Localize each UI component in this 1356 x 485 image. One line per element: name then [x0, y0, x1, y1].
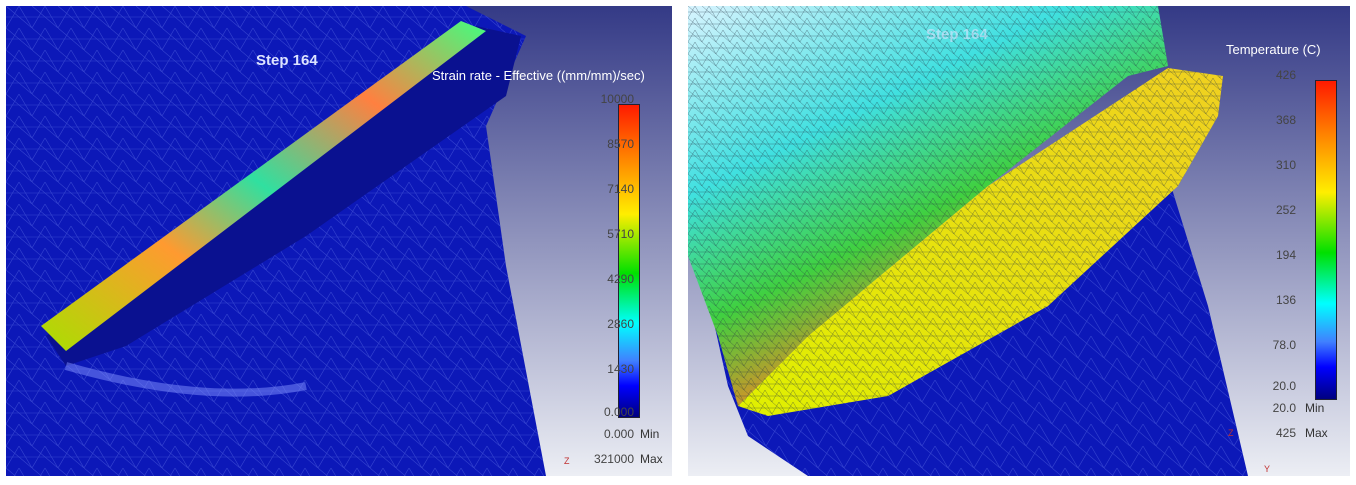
legend-title: Temperature (C)	[1226, 42, 1321, 57]
legend-tick: 194	[1275, 248, 1296, 262]
temperature-view: Z Y Step 164 Temperature (C) 426 368 310…	[688, 6, 1350, 476]
legend-tick: 252	[1275, 203, 1296, 217]
legend-tick: 78.0	[1272, 338, 1296, 352]
legend-tick: 368	[1275, 113, 1296, 127]
max-label: Max	[1305, 426, 1328, 440]
step-label: Step 164	[926, 26, 988, 43]
legend-tick: 5710	[607, 227, 634, 241]
legend-title: Strain rate - Effective ((mm/mm)/sec)	[432, 68, 645, 83]
min-value: 0.000	[603, 427, 634, 441]
legend-tick: 10000	[600, 92, 634, 106]
strain-rate-mesh-render: Z	[6, 6, 672, 476]
color-scale-bar	[618, 104, 640, 418]
z-axis-label: Z	[1228, 428, 1234, 438]
max-value: 425	[1275, 426, 1296, 440]
z-axis-label: Z	[564, 456, 570, 466]
legend-tick: 0.000	[603, 405, 634, 419]
legend-tick: 310	[1275, 158, 1296, 172]
legend-tick: 7140	[607, 182, 634, 196]
max-label: Max	[640, 452, 663, 466]
temperature-mesh-render: Z Y	[688, 6, 1350, 476]
y-axis-label: Y	[1264, 464, 1270, 474]
min-value: 20.0	[1272, 401, 1296, 415]
legend-tick: 4290	[607, 272, 634, 286]
min-label: Min	[1305, 401, 1325, 415]
legend-tick: 20.0	[1272, 379, 1296, 393]
min-label: Min	[640, 427, 660, 441]
legend-tick: 426	[1275, 68, 1296, 82]
legend-tick: 136	[1275, 293, 1296, 307]
legend-tick: 8570	[607, 137, 634, 151]
max-value: 321000	[593, 452, 634, 466]
legend-tick: 2860	[607, 317, 634, 331]
legend-tick: 1430	[607, 362, 634, 376]
color-scale-bar	[1315, 80, 1337, 400]
strain-rate-view: Z Step 164 Strain rate - Effective ((mm/…	[6, 6, 672, 476]
step-label: Step 164	[256, 52, 318, 69]
